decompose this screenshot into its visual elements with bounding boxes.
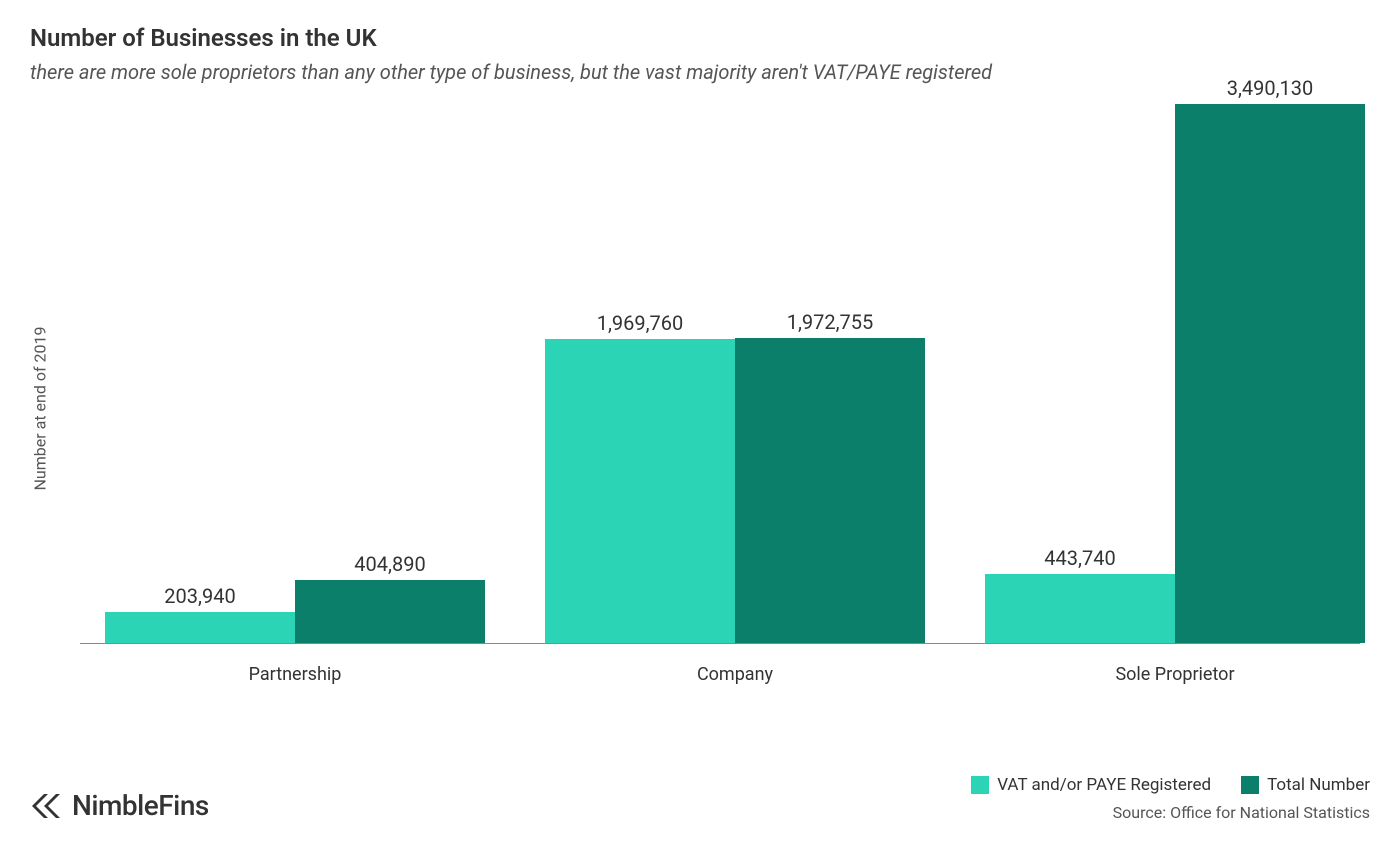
legend: VAT and/or PAYE Registered Total Number [971,775,1370,795]
brand-logo: NimbleFins [30,789,209,822]
chart-area: Number at end of 2019 203,940404,8901,96… [80,104,1360,694]
bar-value-label: 443,740 [1044,546,1115,570]
chart-footer: NimbleFins VAT and/or PAYE Registered Tot… [30,775,1370,822]
chart-subtitle: there are more sole proprietors than any… [30,60,1370,84]
bar: 443,740 [985,574,1175,643]
brand-name: NimbleFins [72,789,209,822]
plot-area: 203,940404,8901,969,7601,972,755443,7403… [80,104,1360,644]
x-axis-category-label: Company [697,664,773,685]
legend-and-source: VAT and/or PAYE Registered Total Number S… [971,775,1370,822]
bar-group: 203,940404,890 [105,104,485,643]
legend-swatch [971,776,989,794]
legend-label: VAT and/or PAYE Registered [997,775,1211,795]
bar: 404,890 [295,580,485,643]
x-axis-category-label: Partnership [249,664,342,685]
legend-item: VAT and/or PAYE Registered [971,775,1211,795]
legend-label: Total Number [1267,775,1370,795]
bar-value-label: 404,890 [354,552,425,576]
bar: 203,940 [105,612,295,643]
bar-group: 1,969,7601,972,755 [545,104,925,643]
bar-value-label: 1,969,760 [597,311,684,335]
bar-value-label: 203,940 [164,584,235,608]
bar-value-label: 3,490,130 [1227,76,1314,100]
brand-chevron-icon [30,790,62,822]
x-axis-labels: Partnership Company Sole Proprietor [80,654,1360,694]
bar: 1,969,760 [545,339,735,643]
source-text: Source: Office for National Statistics [971,803,1370,822]
y-axis-label: Number at end of 2019 [31,327,50,491]
bar-value-label: 1,972,755 [787,310,874,334]
bar-group: 443,7403,490,130 [985,104,1365,643]
legend-item: Total Number [1241,775,1370,795]
legend-swatch [1241,776,1259,794]
x-axis-category-label: Sole Proprietor [1115,664,1234,685]
bar: 3,490,130 [1175,104,1365,643]
chart-title: Number of Businesses in the UK [30,24,1370,52]
bar: 1,972,755 [735,338,925,643]
